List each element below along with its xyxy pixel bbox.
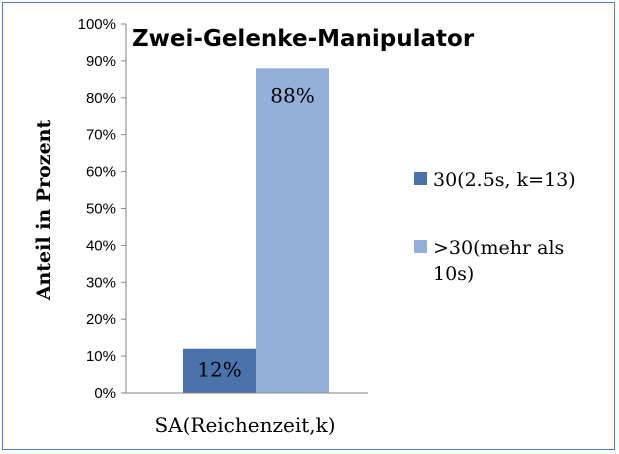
y-tick-label: 90%	[86, 53, 116, 70]
y-tick-label: 30%	[86, 274, 116, 291]
data-label-series-1: 12%	[197, 358, 241, 382]
legend-swatch-2	[414, 240, 427, 253]
y-tick-label: 40%	[86, 237, 116, 254]
legend-label-1: 30(2.5s, k=13)	[433, 169, 576, 191]
y-tick-label: 80%	[86, 90, 116, 107]
y-tick-label: 10%	[86, 348, 116, 365]
y-tick-label: 50%	[86, 201, 116, 218]
chart-title: Zwei-Gelenke-Manipulator	[132, 26, 475, 52]
legend-label-2: >30(mehr als	[433, 237, 564, 259]
y-tick-label: 100%	[78, 16, 116, 33]
y-axis-label: Anteil in Prozent	[33, 120, 55, 302]
bar-series-2	[256, 68, 329, 393]
y-tick-label: 0%	[94, 385, 116, 402]
data-label-series-2: 88%	[270, 83, 314, 107]
x-category-label: SA(Reichenzeit,k)	[154, 413, 335, 437]
y-tick-label: 70%	[86, 127, 116, 144]
y-tick-label: 20%	[86, 311, 116, 328]
legend: 30(2.5s, k=13) >30(mehr als 10s)	[414, 169, 576, 285]
legend-label-2: 10s)	[433, 263, 474, 285]
legend-swatch-1	[414, 172, 427, 185]
y-tick-label: 60%	[86, 164, 116, 181]
bar-series-1	[183, 348, 256, 393]
